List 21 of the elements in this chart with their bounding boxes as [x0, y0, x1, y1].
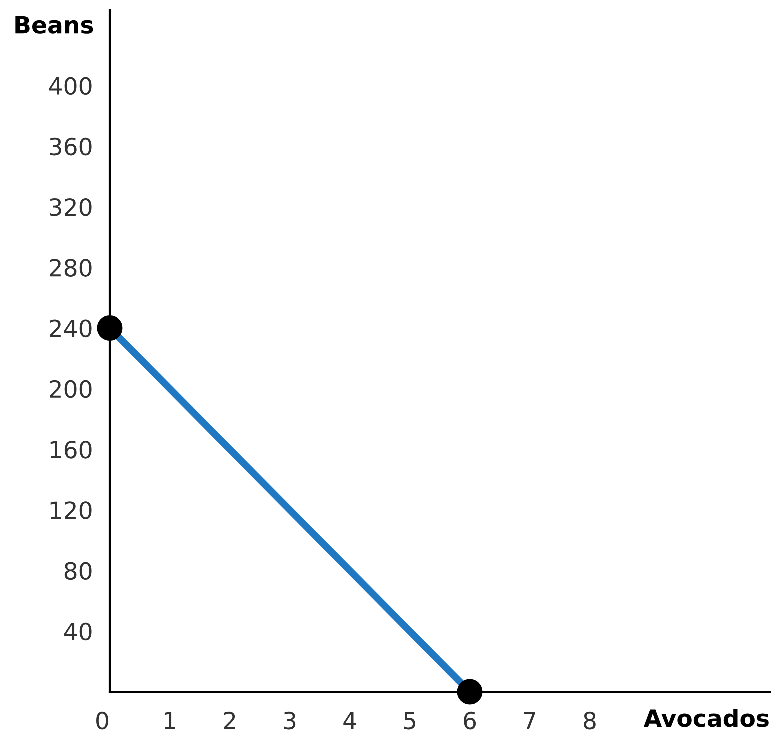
y-tick-label: 400	[49, 77, 92, 96]
x-tick-label: 8	[584, 712, 596, 730]
y-tick-label: 40	[64, 622, 92, 641]
x-tick-label: 2	[224, 712, 236, 730]
y-tick-label: 240	[50, 320, 92, 338]
y-tick-label: 120	[50, 502, 92, 520]
x-tick-label: 3	[284, 712, 296, 730]
x-tick-label: 5	[404, 712, 416, 730]
x-tick-label: 0	[96, 712, 108, 730]
y-tick-label: 80	[64, 562, 92, 580]
x-tick-label: 7	[524, 712, 536, 730]
x-tick-label: 4	[344, 712, 356, 730]
y-tick-label: 160	[50, 440, 92, 459]
y-tick-label: 200	[50, 380, 92, 398]
y-tick-label: 360	[50, 138, 92, 156]
y-tick-label: 320	[50, 198, 92, 216]
x-axis-title: Avocados	[644, 709, 769, 728]
x-tick-label: 1	[165, 712, 176, 730]
y-tick-label: 280	[50, 259, 92, 277]
y-axis-title: Beans	[16, 16, 94, 34]
x-tick-label: 6	[464, 712, 476, 730]
